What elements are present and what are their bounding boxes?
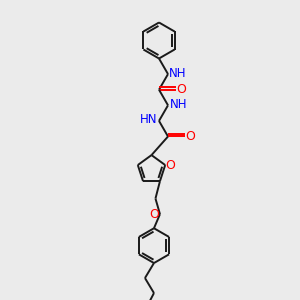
Text: O: O [176, 83, 186, 96]
Text: O: O [165, 159, 175, 172]
Text: O: O [185, 130, 195, 143]
Text: NH: NH [170, 98, 187, 111]
Text: HN: HN [140, 113, 157, 127]
Text: NH: NH [169, 67, 187, 80]
Text: O: O [150, 208, 160, 220]
